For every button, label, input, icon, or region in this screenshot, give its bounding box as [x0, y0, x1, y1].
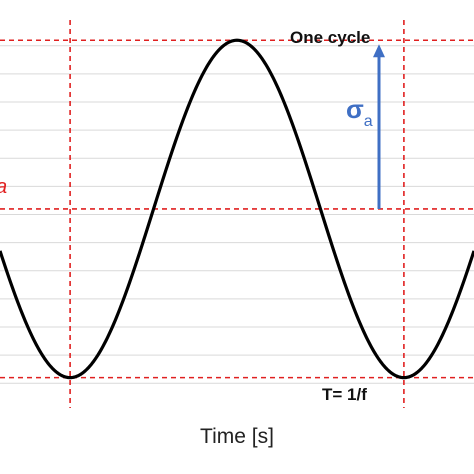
amplitude-arrow — [373, 44, 385, 209]
sine-curve — [0, 38, 474, 380]
period-label: T= 1/f — [322, 385, 367, 404]
grid-lines — [0, 45, 474, 384]
clipped-left-label: a — [0, 176, 7, 199]
amplitude-arrow-head — [373, 44, 385, 58]
x-axis-label: Time [s] — [200, 425, 274, 448]
amplitude-label: σa — [346, 94, 373, 131]
amplitude-subscript: a — [363, 113, 373, 131]
cycle-label: One cycle — [290, 28, 371, 47]
reference-lines — [0, 20, 474, 408]
amplitude-symbol: σ — [346, 94, 364, 124]
